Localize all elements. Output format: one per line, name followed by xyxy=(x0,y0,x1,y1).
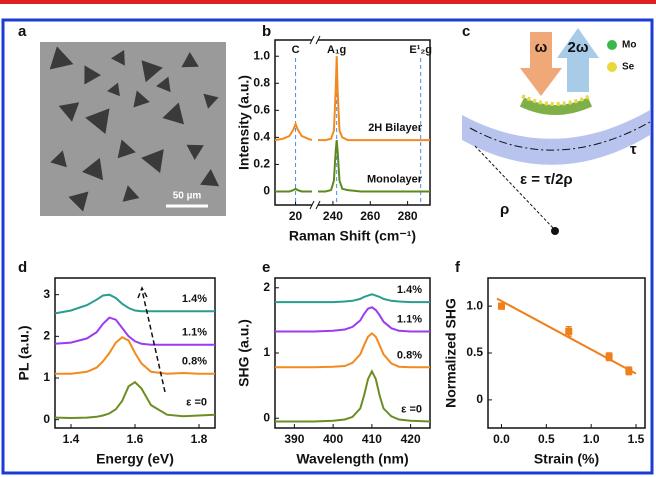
y-tick-label: 1 xyxy=(43,370,50,384)
y-axis-label: Normalized SHG xyxy=(443,298,459,408)
y-tick-label: 0 xyxy=(43,412,50,426)
point xyxy=(498,303,505,310)
x-axis-label: Strain (%) xyxy=(534,451,599,467)
series-label: 0.8% xyxy=(397,349,422,361)
y-axis-label: PL (a.u.) xyxy=(16,326,32,381)
legend-label: Se xyxy=(622,62,635,73)
panel-label: c xyxy=(462,23,470,40)
figure: 50 µm ω 2ω Mo Se ε = τ/2ρ ρ τ a b c d e f 0 0.2… xyxy=(0,0,656,477)
rho-label: ρ xyxy=(500,201,509,218)
equation: ε = τ/2ρ xyxy=(520,171,573,188)
panel-label: a xyxy=(18,23,27,40)
x-tick-label: 420 xyxy=(401,432,421,446)
shg-label: 2ω xyxy=(567,39,588,56)
point xyxy=(565,328,572,335)
x-tick-label: 280 xyxy=(398,209,418,223)
x-tick-label: 1.6 xyxy=(127,432,144,446)
series-label: Monolayer xyxy=(367,173,423,185)
point xyxy=(606,353,613,360)
mo-symbol xyxy=(607,40,617,50)
panel-label: e xyxy=(262,259,270,276)
monolayer xyxy=(522,102,590,110)
series-label: 1.1% xyxy=(182,327,207,339)
y-axis-label: Intensity (a.u.) xyxy=(236,75,252,170)
y-tick-label: 0 xyxy=(263,410,270,424)
x-axis-label: Energy (eV) xyxy=(96,451,174,467)
x-tick-label: 1.5 xyxy=(628,432,645,446)
x-tick-label: 390 xyxy=(284,432,304,446)
y-tick-label: 0.4 xyxy=(253,130,270,144)
series-label: ε =0 xyxy=(186,397,207,409)
series-line xyxy=(275,189,312,192)
series-label: 1.1% xyxy=(397,313,422,325)
series-line xyxy=(275,124,312,140)
legend-label: Mo xyxy=(622,40,636,51)
panel-label: b xyxy=(262,23,271,40)
x-axis-label: Raman Shift (cm⁻¹) xyxy=(289,228,416,244)
y-tick-label: 1 xyxy=(263,345,270,359)
scale-label: 50 µm xyxy=(173,191,202,202)
y-tick-label: 1.0 xyxy=(253,48,270,62)
x-tick-label: 1.4 xyxy=(63,432,80,446)
x-tick-label: 400 xyxy=(323,432,343,446)
series-label: 1.4% xyxy=(397,284,422,296)
page: {"panel_labels": ["a", "b", "c", "d", "e… xyxy=(0,0,656,477)
x-tick-label: 1.0 xyxy=(583,432,600,446)
y-axis-label: SHG (a.u.) xyxy=(236,319,252,387)
y-tick-label: 2 xyxy=(43,329,50,343)
panel-label: f xyxy=(455,259,461,276)
x-axis-label: Wavelength (nm) xyxy=(296,451,408,467)
x-tick-label: 0.5 xyxy=(538,432,555,446)
axis-break xyxy=(312,38,318,207)
center-dot xyxy=(551,227,559,235)
x-tick-label: 260 xyxy=(360,209,380,223)
y-tick-label: 0.5 xyxy=(466,345,483,359)
x-tick-label: 20 xyxy=(289,209,303,223)
panel-label: d xyxy=(18,259,27,276)
shg-arrow xyxy=(557,28,599,92)
series-label: 1.4% xyxy=(182,293,207,305)
x-tick-label: 240 xyxy=(323,209,343,223)
point xyxy=(625,367,632,374)
tau-label: τ xyxy=(630,141,637,158)
x-tick-label: 0.0 xyxy=(493,432,510,446)
y-tick-label: 0.2 xyxy=(253,157,270,171)
x-tick-label: 1.8 xyxy=(191,432,208,446)
strain-diagram: ω 2ω Mo Se ε = τ/2ρ ρ τ xyxy=(462,28,650,235)
series-label: 0.8% xyxy=(182,356,207,368)
y-tick-label: 1.0 xyxy=(466,298,483,312)
y-tick-label: 0 xyxy=(476,392,483,406)
shift-arrow xyxy=(138,288,165,392)
top-rule xyxy=(0,0,656,4)
y-tick-label: 3 xyxy=(43,287,50,301)
y-tick-label: 0.8 xyxy=(253,75,270,89)
pump-label: ω xyxy=(535,39,548,56)
series-label: 2H Bilayer xyxy=(368,122,423,134)
se-symbol xyxy=(607,62,617,72)
y-tick-label: 0 xyxy=(263,184,270,198)
sem-image: 50 µm xyxy=(40,42,226,216)
series-label: ε =0 xyxy=(401,403,422,415)
reference-label: A₁g xyxy=(327,44,346,56)
reference-label: C xyxy=(292,44,300,56)
y-tick-label: 0.6 xyxy=(253,102,270,116)
plot-frame xyxy=(488,278,645,428)
reference-label: E¹₂g xyxy=(409,44,432,56)
y-tick-label: 2 xyxy=(263,280,270,294)
x-tick-label: 410 xyxy=(362,432,382,446)
